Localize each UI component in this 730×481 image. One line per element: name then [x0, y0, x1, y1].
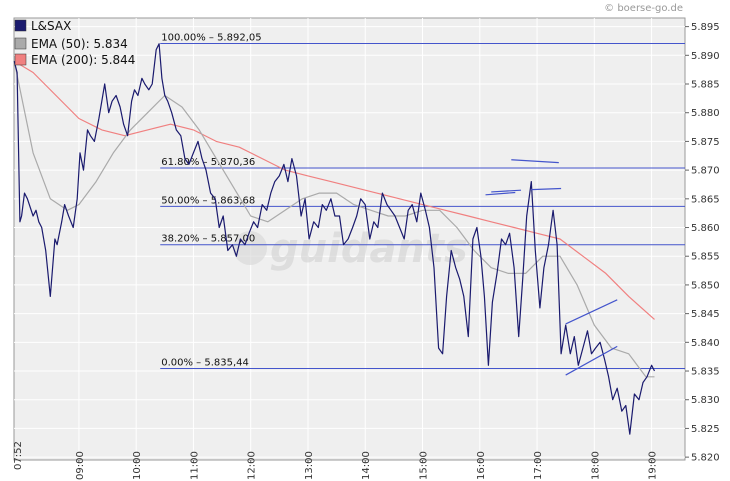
legend-label-price: L&SAX [31, 19, 71, 33]
series-lines [13, 43, 656, 435]
x-tick-label: 14:00 [361, 451, 372, 480]
x-tick-label: 18:00 [590, 451, 601, 480]
watermark-group: guidants [233, 226, 468, 272]
y-tick-label: 5.875 [691, 137, 720, 148]
legend-label-ema200: EMA (200): 5.844 [31, 53, 135, 67]
x-tick-label: 10:00 [132, 451, 143, 480]
y-tick-label: 5.830 [691, 395, 720, 406]
y-tick-label: 5.860 [691, 223, 720, 234]
y-tick-label: 5.890 [691, 51, 720, 62]
legend-label-ema50: EMA (50): 5.834 [31, 37, 128, 51]
y-tick-label: 5.880 [691, 108, 720, 119]
y-tick-label: 5.850 [691, 280, 720, 291]
y-tick-label: 5.835 [691, 367, 720, 378]
trend-line [531, 187, 562, 191]
x-axis-ticks: 09:00 10:00 11:00 12:00 13:00 14:00 15:00 16:00… [75, 451, 659, 480]
legend-swatch-ema50 [14, 37, 27, 50]
fibonacci-label: 0.00% – 5.835,44 [161, 358, 249, 369]
y-tick-label: 5.895 [691, 22, 720, 33]
start-time-label: 07:52 [13, 441, 24, 470]
x-tick-label: 16:00 [476, 451, 487, 480]
trend-lines [485, 159, 618, 376]
fibonacci-label: 61.80% – 5.870,36 [161, 157, 255, 168]
x-tick-label: 09:00 [75, 451, 86, 480]
series-line-ema200 [13, 60, 655, 320]
trend-line [565, 299, 618, 325]
series-line-price [13, 43, 656, 435]
y-tick-label: 5.840 [691, 338, 720, 349]
copyright-label: © boerse-go.de [604, 3, 683, 14]
legend: L&SAX EMA (50): 5.834 EMA (200): 5.844 [14, 19, 135, 67]
x-tick-label: 11:00 [189, 451, 200, 480]
trend-line [565, 345, 618, 376]
trend-line [511, 159, 559, 164]
fibonacci-lines: 100.00% – 5.892,05 61.80% – 5.870,36 50.00… [160, 33, 685, 370]
legend-swatch-price [14, 19, 27, 32]
x-tick-label: 19:00 [648, 451, 659, 480]
y-tick-label: 5.870 [691, 166, 720, 177]
grid-lines [14, 18, 685, 460]
y-axis-ticks: 5.895 5.890 5.885 5.880 5.875 5.870 5.865 5.860… [685, 22, 720, 464]
trend-line [491, 189, 522, 193]
x-tick-label: 15:00 [419, 451, 430, 480]
x-tick-label: 12:00 [247, 451, 258, 480]
fibonacci-label: 50.00% – 5.863,68 [161, 195, 255, 206]
y-tick-label: 5.865 [691, 194, 720, 205]
y-tick-label: 5.885 [691, 80, 720, 91]
fibonacci-label: 38.20% – 5.857,00 [161, 234, 255, 245]
y-tick-label: 5.820 [691, 453, 720, 464]
fibonacci-label: 100.00% – 5.892,05 [161, 33, 261, 44]
series-line-ema50 [13, 60, 655, 378]
trend-line [485, 191, 516, 196]
legend-swatch-ema200 [14, 53, 27, 66]
y-tick-label: 5.825 [691, 424, 720, 435]
y-tick-label: 5.845 [691, 309, 720, 320]
plot-background [13, 17, 686, 461]
x-tick-label: 17:00 [533, 451, 544, 480]
y-tick-label: 5.855 [691, 252, 720, 263]
x-tick-label: 13:00 [304, 451, 315, 480]
